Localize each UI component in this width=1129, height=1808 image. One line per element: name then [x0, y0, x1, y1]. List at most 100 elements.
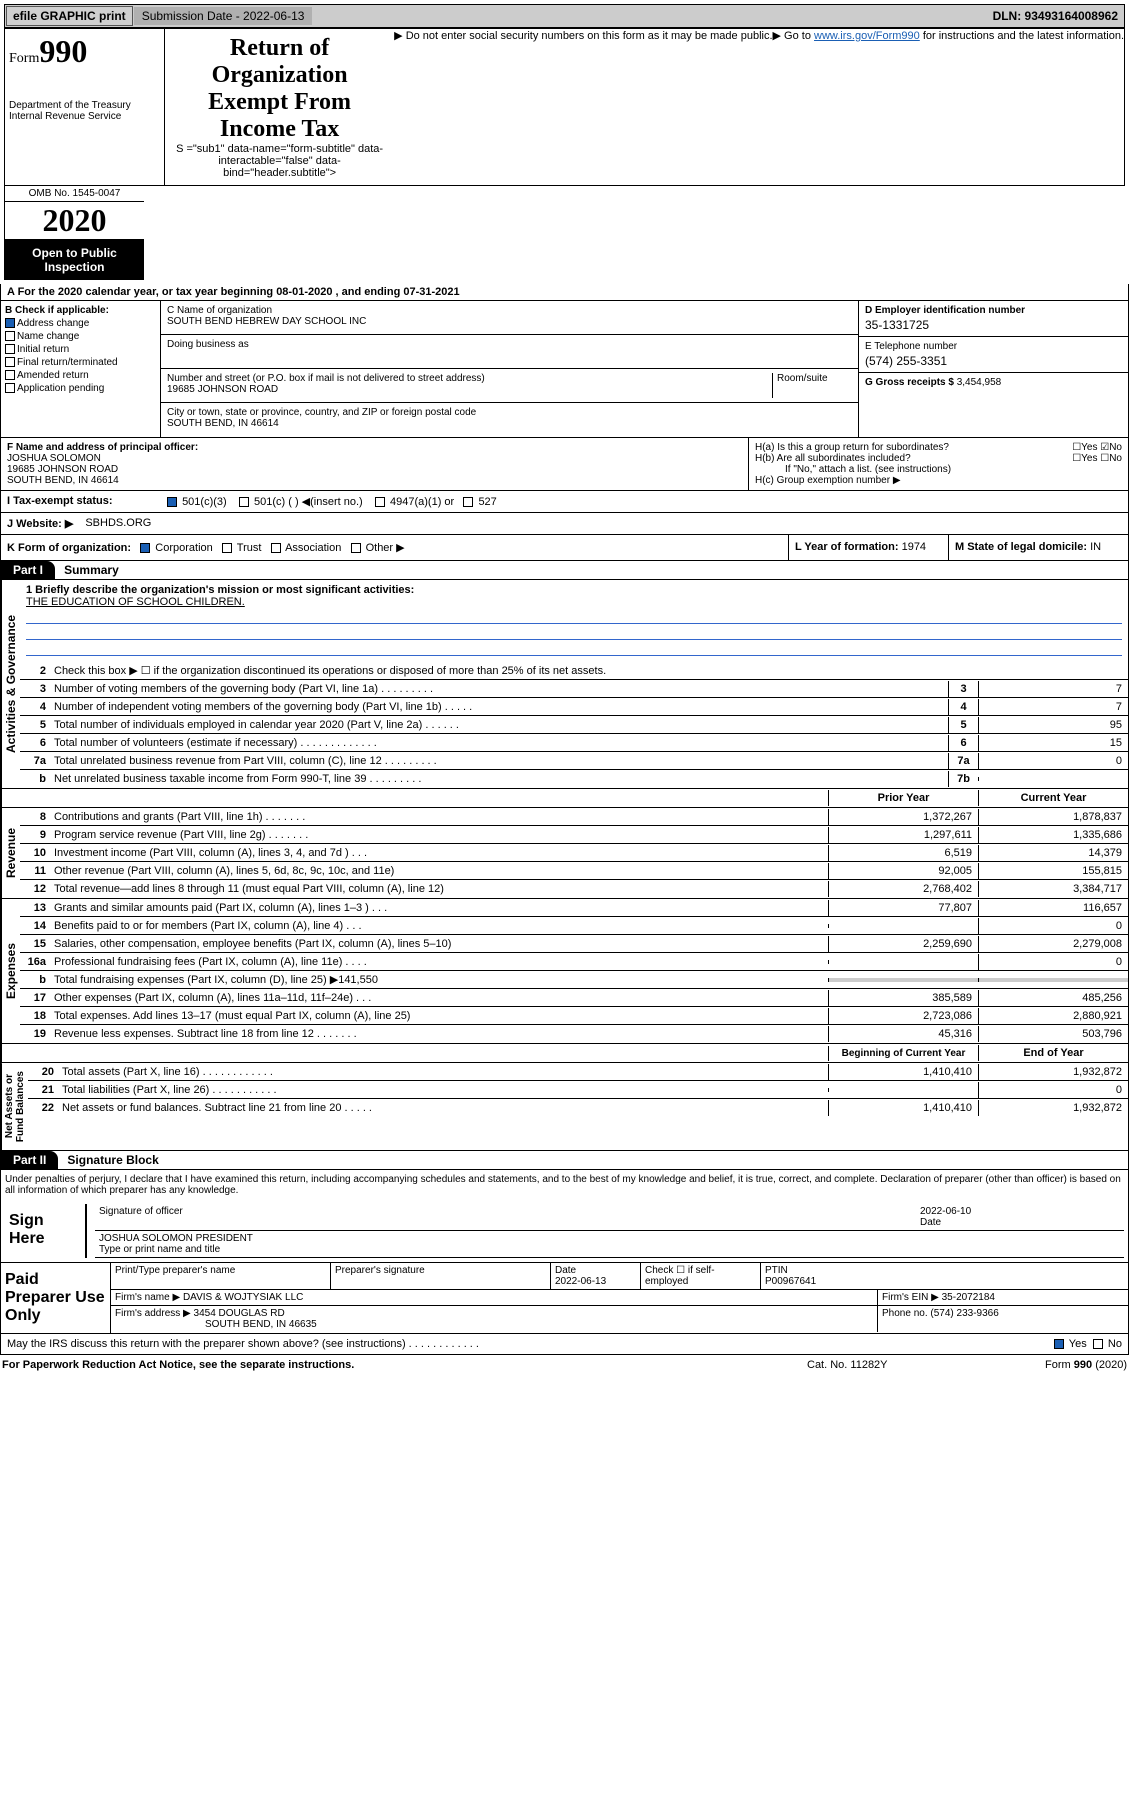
gov-value: 15: [978, 735, 1128, 751]
dba-label: Doing business as: [167, 339, 852, 350]
current-value: 503,796: [978, 1026, 1128, 1042]
current-value: 0: [978, 918, 1128, 934]
prior-value: [828, 978, 978, 982]
street-address: 19685 JOHNSON ROAD: [167, 384, 772, 395]
checkbox-assoc[interactable]: [271, 543, 281, 553]
phone-value: (574) 255-3351: [865, 354, 1122, 368]
section-d: D Employer identification number 35-1331…: [858, 301, 1128, 437]
discuss-row: May the IRS discuss this return with the…: [0, 1334, 1129, 1355]
efile-button[interactable]: efile GRAPHIC print: [6, 6, 133, 26]
sig-officer-label: Signature of officer: [99, 1206, 920, 1217]
begin-value: [828, 1088, 978, 1092]
checkbox-other[interactable]: [351, 543, 361, 553]
section-f: F Name and address of principal officer:…: [1, 438, 748, 490]
section-b-label: B Check if applicable:: [5, 305, 156, 316]
part1-title: Summary: [64, 563, 119, 577]
end-year-header: End of Year: [978, 1045, 1128, 1061]
checkbox-501c[interactable]: [239, 497, 249, 507]
ein-label: D Employer identification number: [865, 305, 1122, 316]
form-header: Form990 Department of the TreasuryIntern…: [4, 28, 1125, 186]
gov-value: [978, 777, 1128, 781]
revenue-label: Revenue: [1, 808, 20, 898]
governance-label: Activities & Governance: [1, 580, 20, 788]
checkbox-amended[interactable]: [5, 370, 15, 380]
section-h: H(a) Is this a group return for subordin…: [748, 438, 1128, 490]
sign-here-label: Sign Here: [5, 1204, 85, 1258]
net-assets-label: Net Assets orFund Balances: [1, 1063, 28, 1150]
checkbox-trust[interactable]: [222, 543, 232, 553]
cat-no: Cat. No. 11282Y: [807, 1359, 987, 1371]
checkbox-final-return[interactable]: [5, 357, 15, 367]
prior-value: 385,589: [828, 990, 978, 1006]
firm-phone: (574) 233-9366: [930, 1308, 998, 1319]
checkbox-501c3[interactable]: [167, 497, 177, 507]
prior-year-header: Prior Year: [828, 790, 978, 806]
end-value: 0: [978, 1082, 1128, 1098]
part1-header: Part I: [1, 561, 55, 579]
current-value: 1,878,837: [978, 809, 1128, 825]
city-label: City or town, state or province, country…: [167, 407, 852, 418]
current-value: 116,657: [978, 900, 1128, 916]
officer-addr2: SOUTH BEND, IN 46614: [7, 475, 742, 486]
section-b: B Check if applicable: Address change Na…: [1, 301, 161, 437]
current-value: 14,379: [978, 845, 1128, 861]
checkbox-4947[interactable]: [375, 497, 385, 507]
checkbox-pending[interactable]: [5, 383, 15, 393]
begin-value: 1,410,410: [828, 1100, 978, 1116]
checkbox-527[interactable]: [463, 497, 473, 507]
firm-ein: 35-2072184: [942, 1292, 995, 1303]
ein-value: 35-1331725: [865, 318, 1122, 332]
prior-value: 2,723,086: [828, 1008, 978, 1024]
sig-date-value: 2022-06-10: [920, 1206, 1120, 1217]
current-value: 1,335,686: [978, 827, 1128, 843]
website-value: SBHDS.ORG: [79, 513, 157, 534]
part2-title: Signature Block: [67, 1153, 158, 1167]
current-value: 485,256: [978, 990, 1128, 1006]
ptin-value: P00967641: [765, 1276, 816, 1287]
begin-value: 1,410,410: [828, 1064, 978, 1080]
public-inspection: Open to Public Inspection: [5, 240, 144, 280]
expenses-label: Expenses: [1, 899, 20, 1043]
prior-value: [828, 960, 978, 964]
irs-link[interactable]: www.irs.gov/Form990: [814, 30, 920, 42]
section-c: C Name of organization SOUTH BEND HEBREW…: [161, 301, 858, 437]
gov-value: 95: [978, 717, 1128, 733]
form-footer: Form 990 (2020): [987, 1359, 1127, 1371]
form-note2: ▶ Go to www.irs.gov/Form990 for instruct…: [773, 29, 1124, 185]
prior-value: 1,372,267: [828, 809, 978, 825]
dept-label: Department of the TreasuryInternal Reven…: [9, 100, 160, 122]
current-value: 0: [978, 954, 1128, 970]
part2-header: Part II: [1, 1151, 58, 1169]
city-state-zip: SOUTH BEND, IN 46614: [167, 418, 852, 429]
prior-value: 92,005: [828, 863, 978, 879]
form-label: Form: [9, 51, 39, 66]
prior-value: 6,519: [828, 845, 978, 861]
form-title: Return of Organization Exempt From Incom…: [171, 35, 388, 143]
checkbox-address-change[interactable]: [5, 318, 15, 328]
current-value: 2,880,921: [978, 1008, 1128, 1024]
firm-addr: 3454 DOUGLAS RD: [194, 1308, 285, 1319]
prior-value: 2,259,690: [828, 936, 978, 952]
current-value: [978, 978, 1128, 982]
checkbox-initial-return[interactable]: [5, 344, 15, 354]
end-value: 1,932,872: [978, 1064, 1128, 1080]
paid-preparer-label: Paid Preparer Use Only: [1, 1263, 111, 1333]
room-label: Room/suite: [772, 373, 852, 398]
checkbox-name-change[interactable]: [5, 331, 15, 341]
year-formation: 1974: [902, 541, 926, 553]
mission-label: 1 Briefly describe the organization's mi…: [26, 584, 1122, 596]
prior-value: 1,297,611: [828, 827, 978, 843]
checkbox-discuss-no[interactable]: [1093, 1339, 1103, 1349]
state-domicile: IN: [1090, 541, 1101, 553]
row-k: K Form of organization: Corporation Trus…: [0, 535, 1129, 561]
current-value: 3,384,717: [978, 881, 1128, 897]
prep-date: 2022-06-13: [555, 1276, 606, 1287]
omb-number: OMB No. 1545-0047: [5, 186, 144, 202]
officer-name: JOSHUA SOLOMON: [7, 453, 742, 464]
checkbox-corp[interactable]: [140, 543, 150, 553]
gov-value: 7: [978, 681, 1128, 697]
penalty-text: Under penalties of perjury, I declare th…: [5, 1174, 1124, 1196]
current-value: 2,279,008: [978, 936, 1128, 952]
checkbox-discuss-yes[interactable]: [1054, 1339, 1064, 1349]
gov-value: 7: [978, 699, 1128, 715]
